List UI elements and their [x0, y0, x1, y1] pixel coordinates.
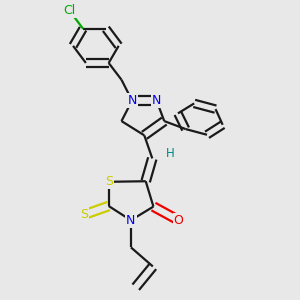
Text: Cl: Cl — [64, 4, 76, 17]
Text: N: N — [152, 94, 161, 107]
Text: N: N — [128, 94, 137, 107]
Text: O: O — [174, 214, 183, 227]
Text: N: N — [126, 214, 136, 227]
Text: H: H — [166, 147, 174, 161]
Text: S: S — [80, 208, 88, 221]
Text: S: S — [105, 175, 113, 188]
